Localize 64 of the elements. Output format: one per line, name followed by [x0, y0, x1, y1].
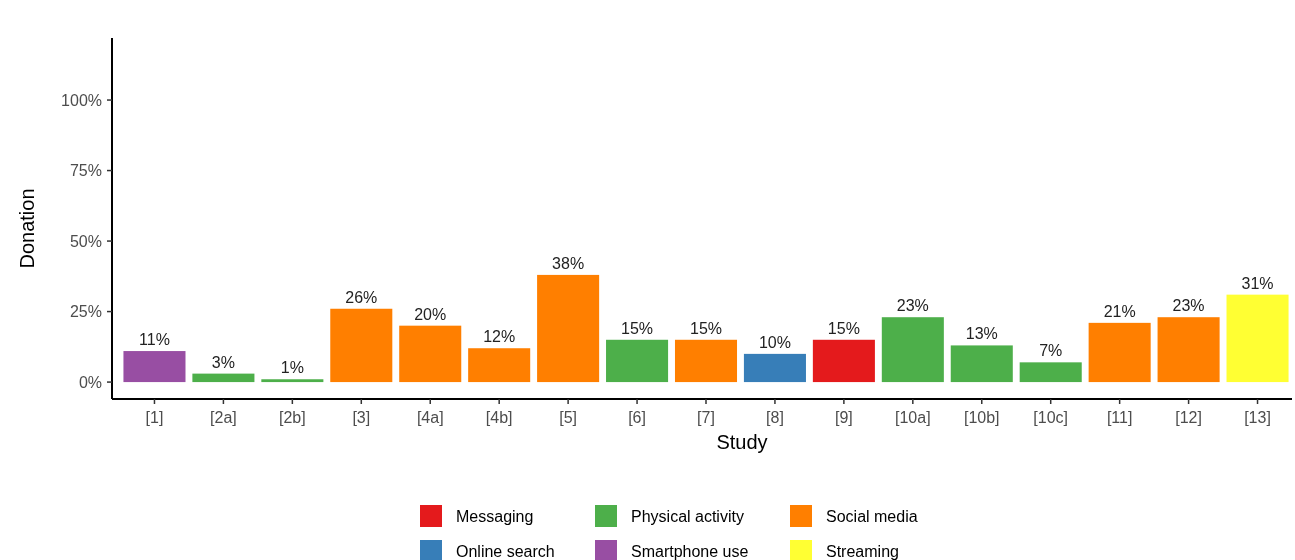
x-tick-label: [4a]: [416, 409, 444, 426]
x-tick-label: [5]: [559, 409, 578, 426]
bar: [950, 345, 1013, 383]
data-label: 15%: [827, 319, 860, 337]
legend-label: Social media: [826, 507, 918, 525]
x-tick-label: [11]: [1106, 409, 1133, 426]
x-tick-label: [3]: [352, 409, 371, 426]
x-tick-label: [9]: [834, 409, 853, 426]
bar: [1226, 294, 1289, 383]
legend-label: Streaming: [826, 542, 899, 560]
bar: [261, 379, 324, 383]
data-label: 38%: [552, 254, 585, 272]
x-tick-label: [10a]: [895, 409, 931, 426]
y-tick-label: 100%: [61, 91, 102, 109]
bar: [1019, 362, 1082, 383]
bar: [674, 339, 738, 383]
data-label: 7%: [1039, 342, 1063, 360]
legend-label: Messaging: [456, 507, 534, 525]
legend-label: Physical activity: [631, 507, 744, 525]
data-label: 21%: [1103, 302, 1136, 320]
bar: [468, 348, 531, 383]
y-tick-label: 75%: [69, 162, 102, 180]
x-tick-label: [13]: [1244, 409, 1271, 426]
x-axis-title: Study: [716, 431, 768, 453]
data-label: 12%: [483, 328, 516, 346]
bar: [606, 339, 669, 383]
bar: [192, 373, 255, 383]
data-label: 13%: [965, 325, 998, 343]
x-tick-label: [8]: [766, 409, 784, 426]
bar: [537, 274, 600, 383]
bar: [399, 325, 462, 383]
x-tick-label: [10c]: [1033, 409, 1069, 426]
bar: [1157, 317, 1220, 383]
bar: [123, 351, 186, 383]
x-tick-label: [2a]: [210, 409, 237, 426]
y-tick-label: 25%: [69, 303, 102, 321]
x-tick-label: [7]: [697, 409, 715, 426]
y-tick-label: 0%: [78, 373, 102, 391]
bar: [812, 339, 875, 383]
legend-label: Smartphone use: [631, 542, 749, 560]
bar: [1088, 322, 1151, 383]
data-label: 1%: [280, 359, 304, 377]
data-label: 10%: [758, 333, 791, 351]
x-tick-label: [4b]: [485, 409, 513, 426]
legend-label: Online search: [456, 542, 555, 560]
bar: [743, 353, 806, 383]
x-tick-label: [2b]: [279, 409, 306, 426]
x-tick-label: [6]: [628, 409, 646, 426]
data-label: 3%: [211, 353, 235, 371]
bar: [330, 308, 393, 383]
y-axis-title: Donation: [16, 188, 38, 269]
y-tick-label: 50%: [69, 232, 102, 250]
data-label: 15%: [689, 319, 723, 337]
data-label: 23%: [896, 297, 929, 315]
data-label: 31%: [1241, 274, 1274, 292]
data-label: 11%: [139, 331, 170, 349]
data-label: 23%: [1172, 297, 1205, 315]
data-label: 20%: [414, 305, 447, 323]
x-tick-label: [12]: [1175, 409, 1202, 426]
x-tick-label: [1]: [145, 409, 164, 426]
data-label: 15%: [621, 319, 654, 337]
bar: [881, 317, 944, 383]
data-label: 26%: [345, 288, 378, 306]
x-tick-label: [10b]: [963, 409, 1000, 426]
